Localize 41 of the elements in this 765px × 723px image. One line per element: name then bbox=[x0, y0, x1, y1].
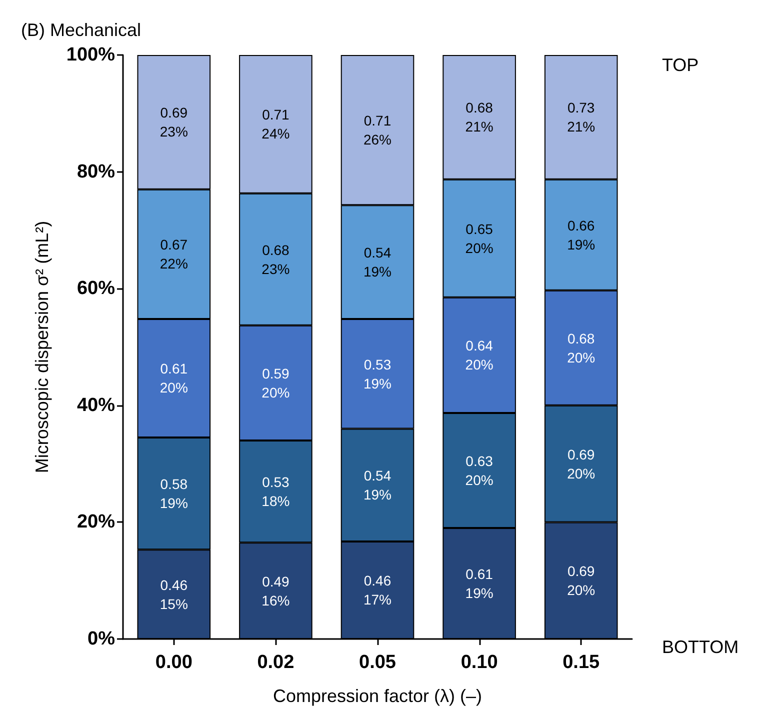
data-label: 0.53 19% bbox=[363, 356, 392, 392]
y-axis-title: Microscopic dispersion σ² (mL²) bbox=[32, 220, 52, 474]
x-tick-label: 0.00 bbox=[155, 652, 192, 673]
data-label: 0.53 18% bbox=[262, 474, 290, 510]
x-tick-label: 0.02 bbox=[257, 652, 294, 673]
data-label: 0.68 20% bbox=[567, 330, 596, 366]
data-label: 0.67 22% bbox=[160, 236, 188, 272]
data-label: 0.54 19% bbox=[363, 244, 392, 280]
data-label: 0.61 20% bbox=[160, 360, 188, 396]
data-label: 0.64 20% bbox=[465, 338, 494, 373]
y-tick-label: 60% bbox=[76, 278, 116, 300]
x-axis-title: Compression factor (λ) (–) bbox=[272, 686, 482, 706]
data-label: 0.68 21% bbox=[465, 100, 494, 135]
x-tick-label: 0.15 bbox=[562, 652, 600, 673]
y-tick-label: 0% bbox=[88, 628, 116, 650]
y-tick-label: 40% bbox=[76, 394, 116, 416]
data-label: 0.58 19% bbox=[160, 476, 188, 512]
y-tick-label: 100% bbox=[66, 44, 116, 66]
data-label: 0.63 20% bbox=[465, 453, 494, 488]
data-label: 0.66 19% bbox=[567, 217, 596, 252]
x-tick-label: 0.10 bbox=[460, 652, 498, 673]
data-label: 0.59 20% bbox=[262, 365, 290, 400]
data-label: 0.46 17% bbox=[363, 572, 392, 608]
data-label: 0.71 26% bbox=[363, 112, 392, 148]
data-label: 0.71 24% bbox=[262, 106, 290, 142]
data-label: 0.54 19% bbox=[363, 468, 392, 503]
data-label: 0.69 20% bbox=[567, 563, 596, 598]
data-label: 0.61 19% bbox=[465, 566, 494, 602]
data-label: 0.68 23% bbox=[262, 242, 290, 277]
x-tick-label: 0.05 bbox=[359, 652, 396, 673]
data-label: 0.65 20% bbox=[465, 220, 494, 256]
y-tick-label: 80% bbox=[76, 161, 116, 182]
data-label: 0.69 23% bbox=[160, 104, 188, 140]
y-tick-label: 20% bbox=[76, 512, 116, 533]
data-label: 0.69 20% bbox=[567, 446, 596, 482]
chart-title: (B) Mechanical bbox=[21, 20, 142, 40]
text: TOP bbox=[662, 55, 699, 75]
data-label: 0.49 16% bbox=[262, 573, 290, 608]
data-label: 0.46 15% bbox=[160, 576, 188, 612]
text: BOTTOM bbox=[662, 637, 739, 657]
data-label: 0.73 21% bbox=[567, 100, 596, 135]
